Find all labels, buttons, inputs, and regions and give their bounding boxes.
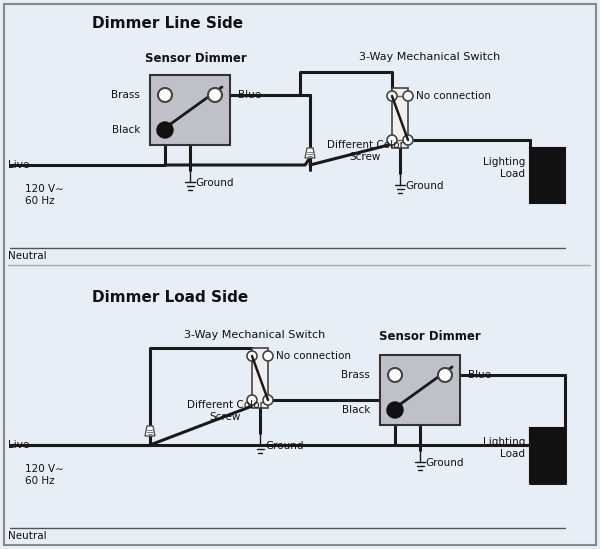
Text: Ground: Ground — [405, 181, 443, 191]
Text: Neutral: Neutral — [8, 531, 47, 541]
Text: Black: Black — [341, 405, 370, 415]
Text: Ground: Ground — [265, 441, 304, 451]
Circle shape — [157, 122, 173, 138]
Text: Lighting
Load: Lighting Load — [482, 437, 525, 459]
Text: 3-Way Mechanical Switch: 3-Way Mechanical Switch — [184, 330, 326, 340]
Bar — [392, 88, 408, 148]
Text: Brass: Brass — [341, 370, 370, 380]
Text: No connection: No connection — [416, 91, 491, 101]
Text: No connection: No connection — [276, 351, 351, 361]
Bar — [530, 148, 565, 203]
Text: Lighting
Load: Lighting Load — [482, 157, 525, 179]
Text: Sensor Dimmer: Sensor Dimmer — [379, 330, 481, 343]
Text: Dimmer Line Side: Dimmer Line Side — [92, 16, 243, 31]
Circle shape — [247, 351, 257, 361]
Text: Neutral: Neutral — [8, 251, 47, 261]
Text: Ground: Ground — [425, 458, 464, 468]
Text: Sensor Dimmer: Sensor Dimmer — [145, 52, 247, 65]
Text: Brass: Brass — [111, 90, 140, 100]
Polygon shape — [305, 148, 315, 158]
Text: Different Color
Screw: Different Color Screw — [326, 140, 403, 161]
Bar — [530, 428, 565, 483]
Text: Live: Live — [8, 440, 29, 450]
Text: Live: Live — [8, 160, 29, 170]
Circle shape — [388, 368, 402, 382]
Text: 120 V∼
60 Hz: 120 V∼ 60 Hz — [25, 184, 64, 206]
Polygon shape — [145, 426, 155, 436]
Bar — [380, 355, 460, 425]
Circle shape — [158, 88, 172, 102]
Circle shape — [438, 368, 452, 382]
Text: Black: Black — [112, 125, 140, 135]
Text: Ground: Ground — [195, 178, 233, 188]
Circle shape — [263, 395, 273, 405]
Circle shape — [387, 135, 397, 145]
Circle shape — [403, 91, 413, 101]
Circle shape — [387, 91, 397, 101]
Bar — [252, 348, 268, 408]
Circle shape — [247, 395, 257, 405]
Text: 120 V∼
60 Hz: 120 V∼ 60 Hz — [25, 464, 64, 486]
Circle shape — [208, 88, 222, 102]
Text: Dimmer Load Side: Dimmer Load Side — [92, 290, 248, 305]
Circle shape — [263, 351, 273, 361]
Bar — [150, 75, 230, 145]
Text: Different Color
Screw: Different Color Screw — [187, 400, 263, 422]
Text: Blue: Blue — [238, 90, 261, 100]
Circle shape — [403, 135, 413, 145]
Text: Blue: Blue — [468, 370, 491, 380]
Text: 3-Way Mechanical Switch: 3-Way Mechanical Switch — [359, 52, 500, 62]
Circle shape — [387, 402, 403, 418]
